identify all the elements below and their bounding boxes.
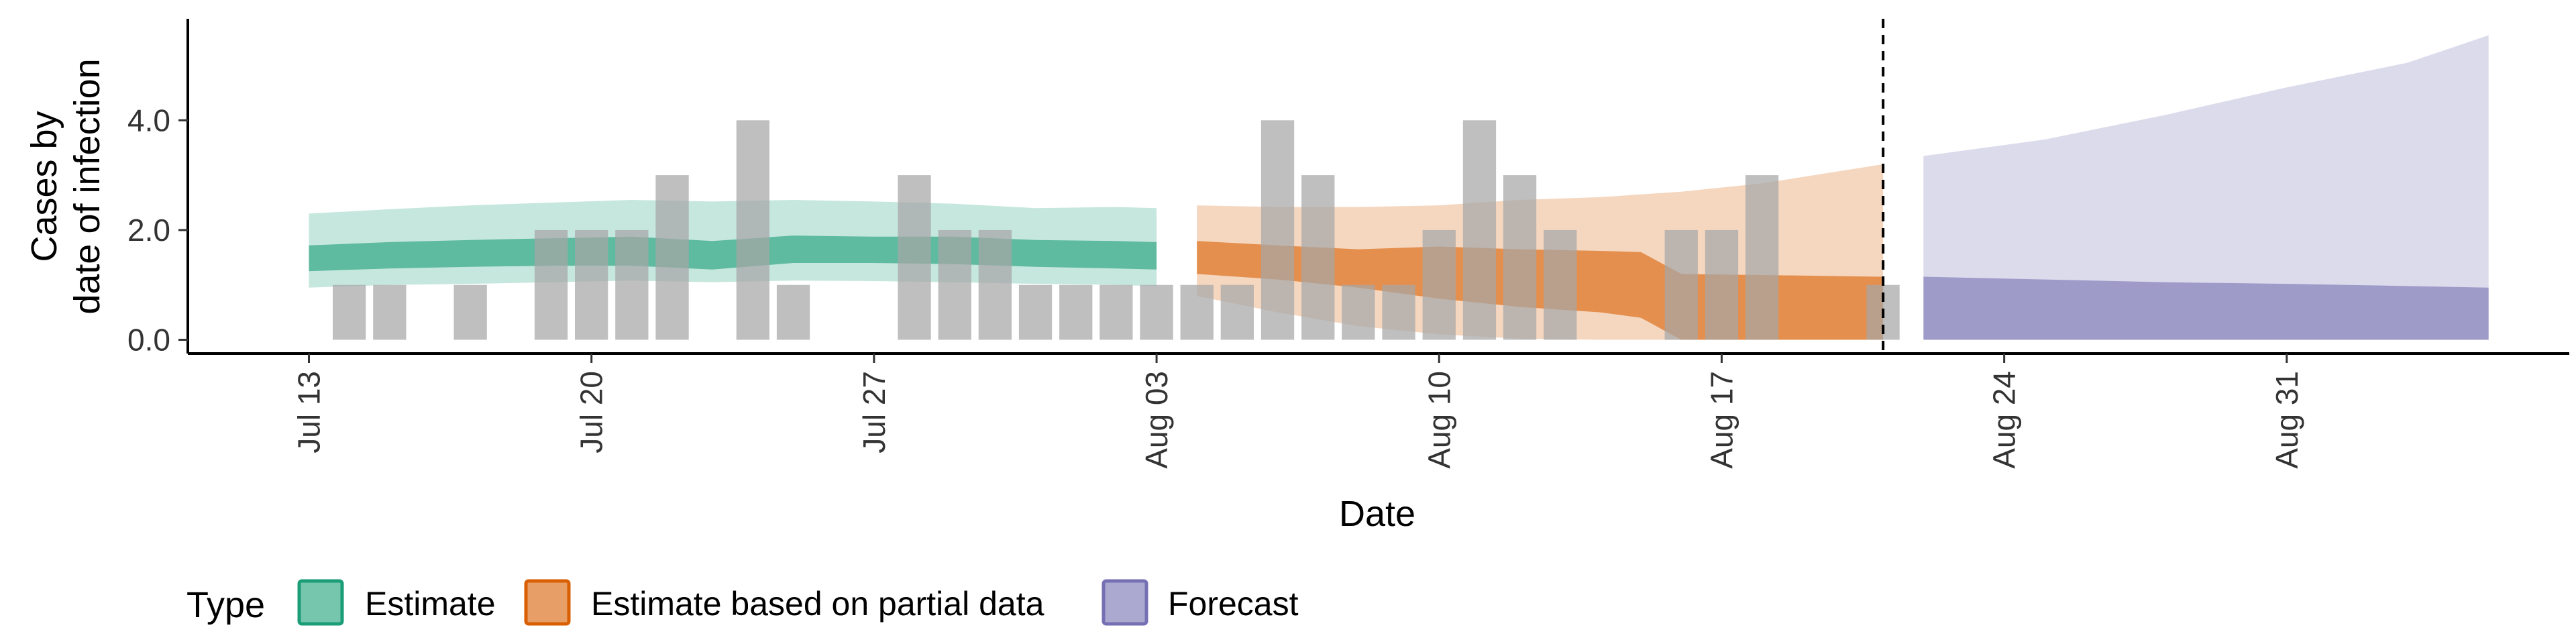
plot-area	[309, 19, 2489, 354]
reported-cases-bar	[1342, 284, 1375, 340]
legend-entry-label: Estimate based on partial data	[591, 585, 1044, 623]
reported-cases-bar	[1301, 175, 1335, 340]
legend-title: Type	[186, 585, 265, 625]
reported-cases-bar	[615, 229, 649, 340]
reported-cases-bar	[373, 284, 407, 340]
reported-cases-bar	[1099, 284, 1133, 340]
reported-cases-bar	[1260, 120, 1295, 340]
reported-cases-bar	[1220, 284, 1254, 340]
x-axis-title: Date	[1339, 494, 1415, 534]
reported-cases-bar	[938, 229, 971, 340]
x-tick-label: Aug 24	[1987, 371, 2022, 469]
y-axis-title-line-2: date of infection	[67, 58, 107, 314]
x-tick-label: Aug 10	[1421, 371, 1456, 469]
estimate-inner-band	[309, 235, 1157, 272]
reported-cases-bar	[1018, 284, 1053, 340]
legend-key-swatch	[524, 579, 571, 626]
reported-cases-bar	[736, 120, 769, 340]
reported-cases-bar	[1422, 229, 1456, 340]
reported-cases-bar	[333, 284, 366, 340]
y-axis: Cases by date of infection 0.0 2.0 4.0	[24, 19, 189, 358]
reported-cases-bar	[575, 229, 608, 340]
reported-cases-bar	[776, 284, 810, 340]
reported-cases-bar	[453, 284, 487, 340]
legend-key-swatch	[297, 579, 344, 626]
x-axis: Date Jul 13 Jul 20 Jul 27 Aug 03 Aug 10 Aug 1…	[188, 352, 2569, 534]
y-axis-title-line-1: Cases by	[24, 111, 64, 262]
reported-cases-bar	[1664, 229, 1698, 340]
x-tick-label: Jul 27	[857, 371, 892, 453]
y-tick-label: 0.0	[127, 323, 170, 358]
reported-cases-bar	[534, 229, 568, 340]
reported-cases-bar	[898, 175, 931, 340]
legend: Type Estimate Estimate based on partial d…	[186, 579, 1299, 626]
y-tick-label: 2.0	[127, 213, 170, 248]
x-tick-label: Jul 20	[574, 371, 609, 453]
reported-cases-bar	[1462, 120, 1497, 340]
legend-entry-label: Forecast	[1168, 585, 1299, 623]
x-tick-label: Jul 13	[292, 371, 327, 453]
reported-cases-bar	[1382, 284, 1415, 340]
reported-cases-bar	[1140, 284, 1173, 340]
reported-cases-bar	[1745, 175, 1779, 340]
reported-cases-bar	[655, 175, 689, 340]
reported-cases-bar	[1544, 229, 1577, 340]
y-tick-label: 4.0	[127, 103, 170, 138]
reported-cases-bar	[1705, 229, 1739, 340]
x-tick-label: Aug 17	[1704, 371, 1739, 469]
x-tick-label: Aug 31	[2269, 371, 2304, 469]
reported-cases-bar	[978, 229, 1012, 340]
forecast-inner-band	[1923, 276, 2489, 340]
legend-entry-label: Estimate	[365, 585, 496, 623]
legend-key-swatch	[1102, 579, 1148, 626]
reported-cases-bar	[1059, 284, 1093, 340]
x-tick-label: Aug 03	[1139, 371, 1174, 469]
legend-items: Estimate Estimate based on partial data Fo…	[297, 579, 1299, 626]
reported-cases-bar	[1503, 175, 1537, 340]
reported-cases-bar	[1180, 284, 1214, 340]
forecast-outer-band	[1923, 35, 2489, 340]
